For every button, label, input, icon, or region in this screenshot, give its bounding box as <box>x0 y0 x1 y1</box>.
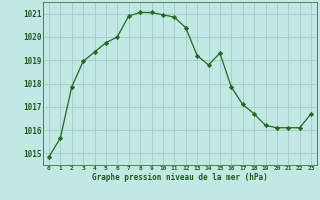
X-axis label: Graphe pression niveau de la mer (hPa): Graphe pression niveau de la mer (hPa) <box>92 173 268 182</box>
